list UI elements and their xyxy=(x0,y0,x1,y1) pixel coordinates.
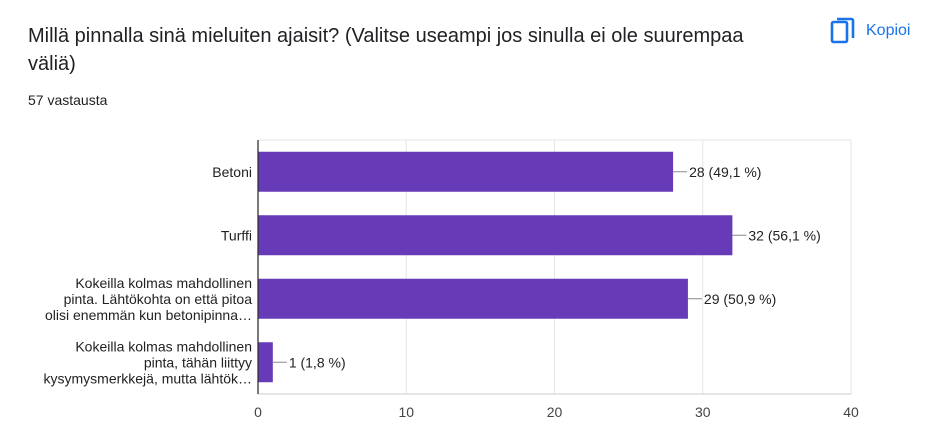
question-title-line-2: väliä) xyxy=(28,53,76,75)
copy-label: Kopioi xyxy=(866,22,911,39)
copy-button[interactable]: Kopioi xyxy=(830,16,910,46)
bar xyxy=(258,215,733,256)
value-label: 28 (49,1 %) xyxy=(689,164,761,180)
category-label-line: Kokeilla kolmas mahdollinen xyxy=(75,275,252,291)
value-label: 1 (1,8 %) xyxy=(289,354,346,370)
bar xyxy=(258,151,674,192)
value-label: 32 (56,1 %) xyxy=(748,227,820,243)
x-tick-label: 0 xyxy=(254,404,262,420)
response-count: 57 vastausta xyxy=(28,92,108,108)
category-label-line: Kokeilla kolmas mahdollinen xyxy=(75,338,252,354)
category-label: Kokeilla kolmas mahdollinen pinta, tähän … xyxy=(44,338,253,386)
copy-icon xyxy=(830,16,856,46)
category-label-line: Betoni xyxy=(212,164,252,180)
category-label: Kokeilla kolmas mahdollinen pinta. Lähtök… xyxy=(45,275,252,323)
x-tick-label: 40 xyxy=(843,404,859,420)
bar xyxy=(258,278,688,319)
category-label-line: pinta, tähän liittyy xyxy=(144,354,252,370)
category-label-line: kysymysmerkkejä, mutta lähtök… xyxy=(44,370,253,386)
x-tick-label: 20 xyxy=(547,404,563,420)
category-label-line: olisi enemmän kun betonipinna… xyxy=(45,307,252,323)
x-tick-label: 30 xyxy=(695,404,711,420)
category-label: Betoni xyxy=(212,164,252,180)
question-title-line-1: Millä pinnalla sinä mieluiten ajaisit? (… xyxy=(28,25,744,47)
question-title: Millä pinnalla sinä mieluiten ajaisit? (… xyxy=(28,22,788,78)
category-label: Turffi xyxy=(221,227,252,243)
x-tick-label: 10 xyxy=(398,404,414,420)
value-label: 29 (50,9 %) xyxy=(704,291,776,307)
bar xyxy=(258,342,273,383)
category-label-line: Turffi xyxy=(221,227,252,243)
category-label-line: pinta. Lähtökohta on että pitoa xyxy=(64,291,253,307)
